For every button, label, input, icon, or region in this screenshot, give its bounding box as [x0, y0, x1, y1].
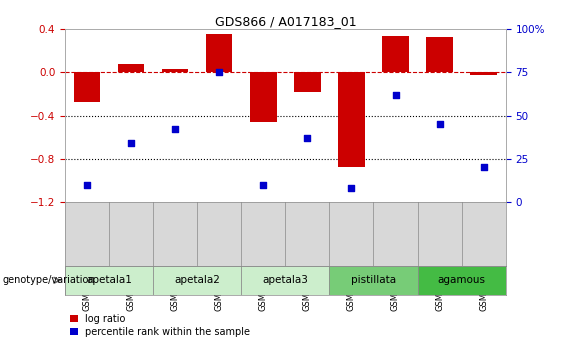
Bar — [250, 72, 276, 122]
Bar — [241, 266, 329, 295]
Text: pistillata: pistillata — [351, 275, 396, 285]
Bar — [329, 266, 418, 295]
Bar — [153, 266, 241, 295]
Point — [215, 70, 224, 75]
Point — [347, 185, 356, 191]
Bar — [206, 33, 232, 72]
Bar — [162, 69, 188, 72]
Title: GDS866 / A017183_01: GDS866 / A017183_01 — [215, 15, 356, 28]
Point — [479, 165, 488, 170]
Point — [127, 140, 136, 146]
Bar — [338, 72, 364, 167]
Point — [303, 135, 312, 141]
Text: agamous: agamous — [438, 275, 485, 285]
Point — [82, 182, 92, 187]
Legend: log ratio, percentile rank within the sample: log ratio, percentile rank within the sa… — [70, 314, 250, 337]
Bar — [383, 36, 408, 72]
Point — [391, 92, 400, 98]
Point — [171, 127, 180, 132]
Bar — [471, 72, 497, 75]
Text: genotype/variation: genotype/variation — [3, 275, 95, 285]
Bar — [118, 64, 144, 72]
Text: apetala1: apetala1 — [86, 275, 132, 285]
Bar — [294, 72, 320, 92]
Bar — [418, 266, 506, 295]
Text: apetala2: apetala2 — [174, 275, 220, 285]
Point — [259, 182, 268, 187]
Bar — [74, 72, 100, 101]
Bar — [65, 266, 153, 295]
Text: apetala3: apetala3 — [262, 275, 308, 285]
Point — [435, 121, 444, 127]
Bar — [427, 37, 453, 72]
